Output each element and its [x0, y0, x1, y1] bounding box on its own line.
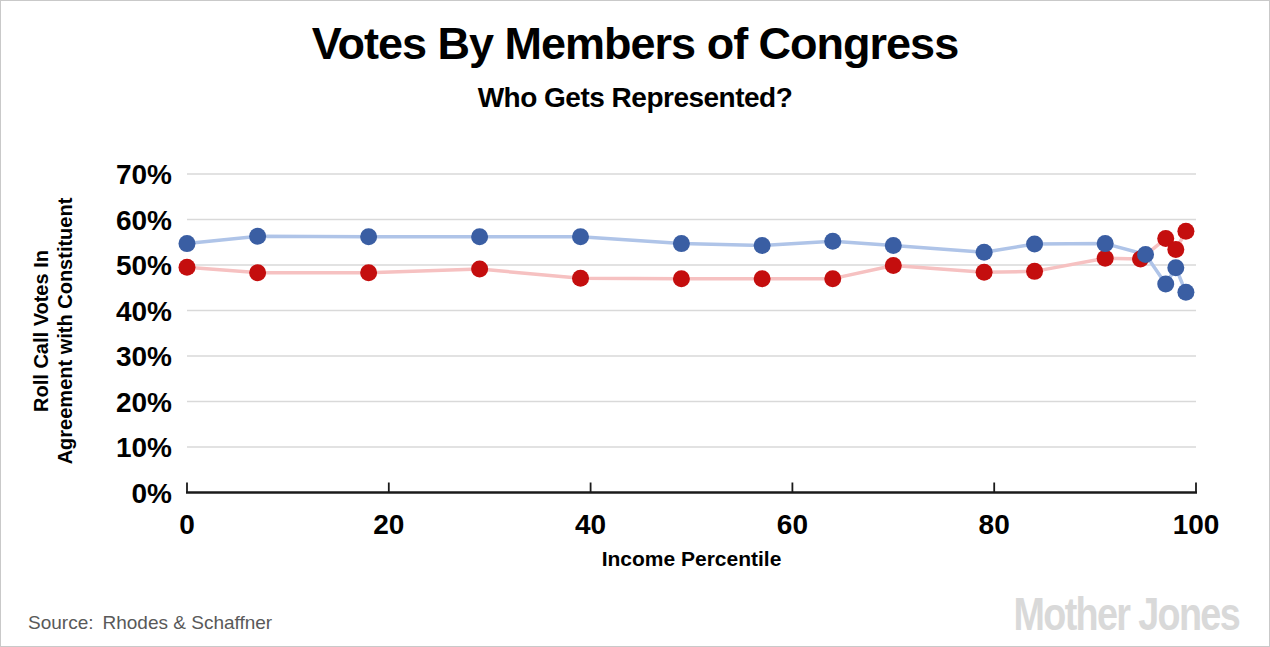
red-series-point	[976, 264, 993, 281]
red-series-point	[249, 264, 266, 281]
red-series-point	[824, 270, 841, 287]
blue-series-point	[179, 235, 196, 252]
blue-series-point	[1097, 235, 1114, 252]
blue-series-point	[471, 228, 488, 245]
y-tick-label: 10%	[116, 432, 172, 463]
red-series-point	[1167, 241, 1184, 258]
blue-series-point	[673, 235, 690, 252]
red-series-point	[1097, 250, 1114, 267]
red-series-point	[1177, 223, 1194, 240]
x-tick-label: 20	[373, 509, 404, 540]
blue-series-point	[572, 228, 589, 245]
blue-series-point	[1026, 236, 1043, 253]
blue-series-point	[360, 228, 377, 245]
chart-frame: Votes By Members of Congress Who Gets Re…	[0, 0, 1270, 647]
blue-series-point	[1177, 284, 1194, 301]
y-tick-label: 40%	[116, 296, 172, 327]
y-tick-label: 20%	[116, 387, 172, 418]
y-tick-label: 30%	[116, 341, 172, 372]
red-series-point	[885, 257, 902, 274]
red-series-point	[754, 270, 771, 287]
y-tick-label: 60%	[116, 205, 172, 236]
motherjones-logo: Mother Jones	[1013, 587, 1239, 641]
source-note: Source: Rhodes & Schaffner	[28, 612, 272, 634]
red-series-point	[673, 270, 690, 287]
x-tick-label: 60	[777, 509, 808, 540]
source-label: Source:	[28, 612, 93, 633]
red-series-point	[1026, 263, 1043, 280]
x-tick-label: 0	[179, 509, 195, 540]
blue-series-point	[754, 237, 771, 254]
blue-series-point	[249, 228, 266, 245]
x-tick-label: 80	[979, 509, 1010, 540]
blue-series-point	[1137, 246, 1154, 263]
red-series-point	[360, 264, 377, 281]
source-value: Rhodes & Schaffner	[102, 612, 272, 633]
x-axis-title: Income Percentile	[187, 547, 1196, 571]
y-tick-label: 0%	[132, 478, 173, 509]
blue-series-point	[885, 237, 902, 254]
red-series-point	[471, 261, 488, 278]
red-series-point	[572, 270, 589, 287]
x-tick-label: 40	[575, 509, 606, 540]
blue-series-point	[1157, 276, 1174, 293]
red-series-point	[179, 259, 196, 276]
blue-series-point	[824, 233, 841, 250]
x-tick-label: 100	[1173, 509, 1220, 540]
blue-series-point	[976, 244, 993, 261]
y-tick-label: 70%	[116, 159, 172, 190]
blue-series-point	[1167, 259, 1184, 276]
y-tick-label: 50%	[116, 250, 172, 281]
